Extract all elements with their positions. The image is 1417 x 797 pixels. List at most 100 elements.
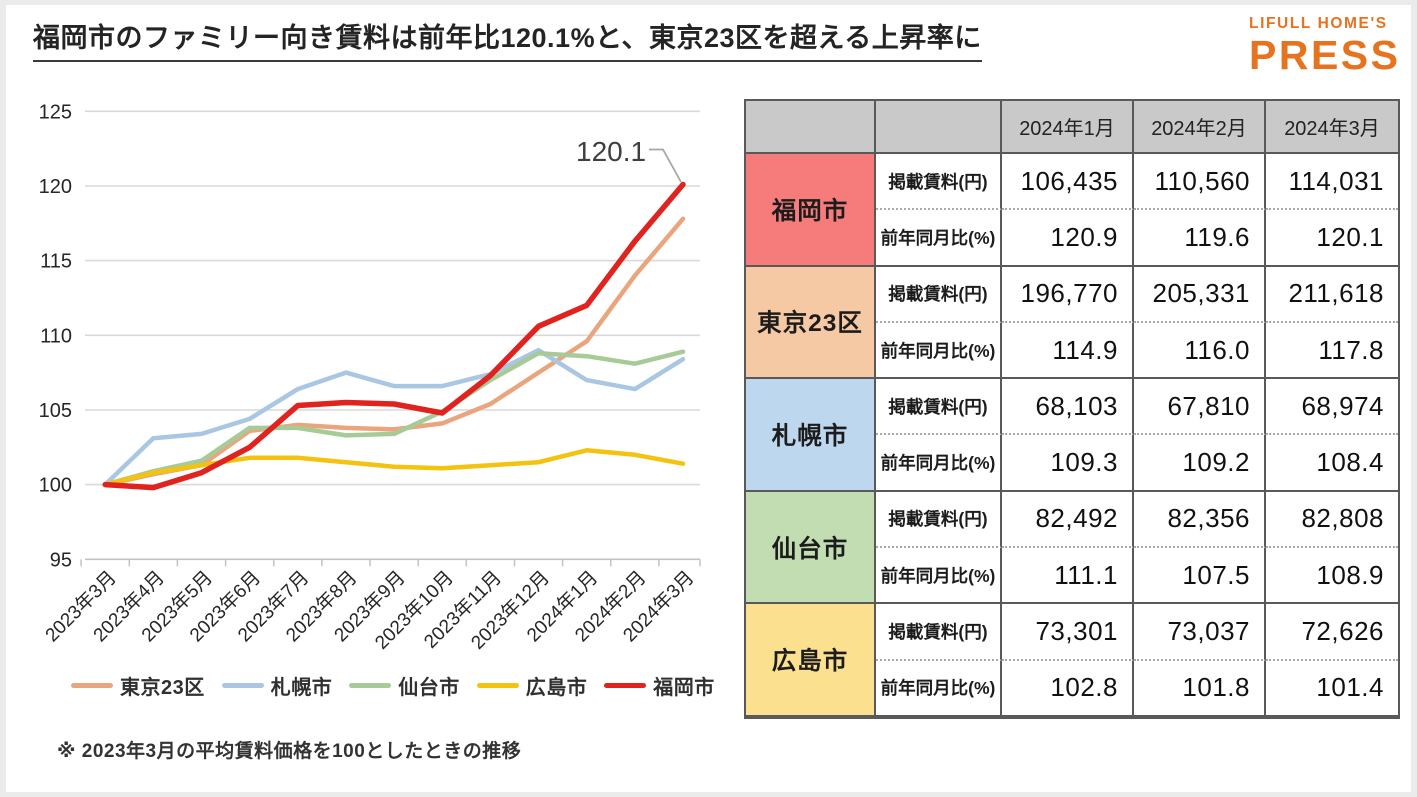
y-axis-tick-label: 120 [39, 176, 72, 198]
x-axis-month-label: 2023年5月 [137, 566, 217, 646]
x-axis-month-label: 2023年3月 [41, 566, 121, 646]
legend-swatch-tokyo23 [71, 682, 113, 689]
table-yoy-sendai-m2: 107.5 [1134, 548, 1266, 605]
y-axis-tick-label: 95 [50, 549, 72, 571]
y-axis-tick-label: 115 [40, 251, 72, 273]
table-yoy-sapporo-m3: 108.4 [1266, 435, 1398, 492]
table-rent-hiroshima-m3: 72,626 [1266, 604, 1398, 661]
x-axis-month-label: 2023年7月 [234, 566, 314, 646]
table-metric-yoy-sapporo: 前年同月比(%) [876, 435, 1002, 492]
x-axis-month-label: 2024年2月 [571, 566, 651, 646]
window-edge-bottom [0, 792, 1417, 797]
table-yoy-sapporo-m2: 109.2 [1134, 435, 1266, 492]
table-metric-yoy-fukuoka: 前年同月比(%) [876, 210, 1002, 267]
legend-swatch-fukuoka [604, 682, 647, 689]
table-metric-rent-sapporo: 掲載賃料(円) [876, 379, 1002, 436]
table-metric-yoy-tokyo23: 前年同月比(%) [876, 322, 1002, 380]
table-yoy-tokyo23-m2: 116.0 [1134, 322, 1266, 380]
legend-swatch-sendai [349, 682, 392, 689]
x-axis-month-label: 2023年8月 [282, 566, 362, 646]
chart-line-sendai [102, 349, 686, 487]
table-yoy-hiroshima-m3: 101.4 [1266, 661, 1398, 717]
table-rent-hiroshima-m1: 73,301 [1002, 604, 1134, 661]
annotation-value-label: 120.1 [576, 136, 646, 167]
table-city-fukuoka: 福岡市 [746, 154, 876, 267]
chart-legend: 東京23区 札幌市 仙台市 広島市 福岡市 [71, 671, 715, 700]
table-metric-yoy-sendai: 前年同月比(%) [876, 548, 1002, 605]
table-metric-rent-sendai: 掲載賃料(円) [876, 491, 1002, 549]
table-yoy-fukuoka-m2: 119.6 [1134, 210, 1266, 267]
table-rent-sapporo-m3: 68,974 [1266, 379, 1398, 436]
x-axis-month-label: 2024年1月 [522, 566, 602, 646]
table-header-empty-metric [876, 101, 1002, 154]
table-yoy-sapporo-m1: 109.3 [1002, 435, 1134, 492]
table-city-hiroshima: 広島市 [746, 604, 876, 717]
table-metric-rent-tokyo23: 掲載賃料(円) [876, 266, 1002, 323]
table-rent-fukuoka-m3: 114,031 [1266, 154, 1398, 211]
table-yoy-fukuoka-m1: 120.9 [1002, 210, 1134, 267]
x-axis-month-label: 2023年9月 [330, 566, 410, 646]
chart-line-tokyo23 [102, 216, 686, 487]
window-edge-top [0, 0, 1417, 5]
legend-label-sapporo: 札幌市 [270, 677, 333, 699]
legend-label-hiroshima: 広島市 [525, 677, 588, 699]
table-rent-fukuoka-m1: 106,435 [1002, 154, 1134, 211]
annotation-leader-line [649, 148, 682, 183]
table-metric-rent-fukuoka: 掲載賃料(円) [876, 154, 1002, 211]
legend-swatch-sapporo [221, 682, 264, 689]
table-rent-tokyo23-m2: 205,331 [1134, 266, 1266, 323]
chart-line-hiroshima [102, 448, 686, 487]
table-yoy-hiroshima-m2: 101.8 [1134, 660, 1266, 717]
table-yoy-hiroshima-m1: 102.8 [1002, 660, 1134, 717]
x-axis-month-label: 2023年10月 [371, 566, 458, 653]
table-rent-sapporo-m1: 68,103 [1002, 379, 1134, 436]
chart-line-fukuoka [102, 181, 686, 491]
table-yoy-fukuoka-m3: 120.1 [1266, 210, 1398, 267]
legend-item-hiroshima: 広島市 [476, 671, 588, 700]
legend-item-sendai: 仙台市 [349, 671, 460, 700]
table-city-tokyo23: 東京23区 [746, 266, 876, 380]
x-axis-month-label: 2023年6月 [185, 566, 265, 646]
chart-line-sapporo [102, 347, 686, 487]
legend-item-tokyo23: 東京23区 [71, 671, 205, 700]
legend-swatch-hiroshima [476, 682, 519, 689]
x-axis-month-label: 2023年12月 [467, 566, 554, 653]
legend-item-fukuoka: 福岡市 [604, 671, 715, 700]
page-title: 福岡市のファミリー向き賃料は前年比120.1%と、東京23区を超える上昇率に [33, 22, 982, 63]
chart-note: ※ 2023年3月の平均賃料価格を100としたときの推移 [57, 741, 522, 762]
window-edge-right [1411, 0, 1417, 797]
window-edge-left [0, 0, 6, 797]
table-rent-sendai-m2: 82,356 [1134, 491, 1266, 549]
table-header-empty-city [746, 101, 876, 154]
table-city-sendai: 仙台市 [746, 491, 876, 605]
table-header-month-1: 2024年1月 [1002, 101, 1134, 154]
y-axis-tick-label: 125 [39, 101, 72, 123]
table-header-month-2: 2024年2月 [1134, 101, 1266, 154]
table-rent-sapporo-m2: 67,810 [1134, 379, 1266, 436]
legend-label-tokyo23: 東京23区 [120, 677, 205, 699]
table-yoy-sendai-m1: 111.1 [1002, 548, 1134, 605]
x-axis-month-label: 2024年3月 [619, 566, 699, 646]
table-rent-fukuoka-m2: 110,560 [1134, 154, 1266, 211]
table-rent-hiroshima-m2: 73,037 [1134, 604, 1266, 661]
table-rent-tokyo23-m1: 196,770 [1002, 266, 1134, 323]
table-metric-rent-hiroshima: 掲載賃料(円) [876, 604, 1002, 661]
table-rent-tokyo23-m3: 211,618 [1266, 267, 1398, 323]
legend-label-sendai: 仙台市 [398, 677, 460, 699]
legend-label-fukuoka: 福岡市 [653, 677, 715, 699]
x-axis-month-label: 2023年4月 [89, 566, 169, 646]
legend-item-sapporo: 札幌市 [221, 671, 333, 700]
rent-comparison-table: 2024年1月 2024年2月 2024年3月 福岡市 掲載賃料(円) 106,435 11… [744, 99, 1400, 719]
table-header-month-3: 2024年3月 [1266, 101, 1398, 154]
y-axis-tick-label: 105 [39, 400, 72, 422]
table-city-sapporo: 札幌市 [746, 379, 876, 492]
y-axis-tick-label: 110 [40, 325, 72, 347]
table-rent-sendai-m3: 82,808 [1266, 492, 1398, 549]
table-yoy-tokyo23-m1: 114.9 [1002, 322, 1134, 380]
lifull-homes-press-logo: LIFULL HOME'S PRESS [1249, 16, 1399, 76]
y-axis-tick-label: 100 [39, 475, 72, 497]
table-rent-sendai-m1: 82,492 [1002, 491, 1134, 549]
logo-brand-text: LIFULL HOME'S [1249, 15, 1388, 32]
x-axis-month-label: 2023年11月 [420, 566, 506, 652]
table-yoy-sendai-m3: 108.9 [1266, 548, 1398, 605]
